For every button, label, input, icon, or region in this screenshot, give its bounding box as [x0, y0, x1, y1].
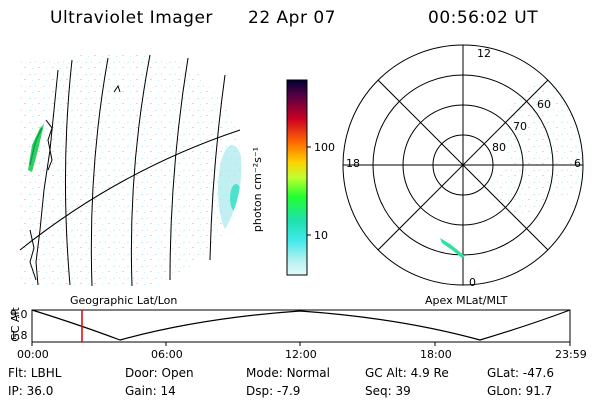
- info-gc-alt: GC Alt: 4.9 Re: [365, 366, 449, 380]
- date-label: 22 Apr 07: [248, 8, 336, 28]
- mlt-label-12: 12: [477, 47, 491, 60]
- time-tick-end: 23:59: [555, 348, 587, 361]
- lat-label-80: 80: [492, 141, 506, 154]
- time-tick-12: 12:00: [285, 348, 317, 361]
- mlt-label-6: 6: [574, 157, 581, 170]
- instrument-title: Ultraviolet Imager: [50, 8, 213, 28]
- info-door: Door: Open: [125, 366, 194, 380]
- colorbar-unit-label: photon cm⁻²s⁻¹: [251, 146, 265, 233]
- info-dsp: Dsp: -7.9: [246, 384, 301, 398]
- time-label: 00:56:02 UT: [428, 8, 539, 28]
- time-tick-0: 00:00: [17, 348, 49, 361]
- info-ip: IP: 36.0: [8, 384, 54, 398]
- lat-label-70: 70: [513, 120, 527, 133]
- colorbar: [286, 79, 308, 276]
- lat-label-60: 60: [537, 98, 551, 111]
- info-gain: Gain: 14: [125, 384, 176, 398]
- mlt-label-18: 18: [346, 157, 360, 170]
- geographic-image: [19, 52, 242, 288]
- info-mode: Mode: Normal: [246, 366, 330, 380]
- polar-plot: [342, 44, 584, 286]
- mlt-label-0: 0: [469, 276, 476, 289]
- time-tick-6: 06:00: [151, 348, 183, 361]
- aurora-blob: [440, 238, 465, 258]
- altitude-plot: [31, 309, 571, 346]
- colorbar-tick-10: 10: [314, 229, 328, 242]
- info-glat: GLat: -47.6: [487, 366, 554, 380]
- time-tick-18: 18:00: [420, 348, 452, 361]
- aurora-streak: [28, 124, 44, 172]
- info-filter: Flt: LBHL: [8, 366, 62, 380]
- altitude-ytick-9: 9.0: [10, 308, 28, 321]
- colorbar-tick-100: 100: [314, 141, 335, 154]
- info-seq: Seq: 39: [365, 384, 411, 398]
- altitude-ytick-1: 1.8: [10, 329, 28, 342]
- polar-caption: Apex MLat/MLT: [425, 294, 508, 307]
- info-glon: GLon: 91.7: [487, 384, 553, 398]
- geo-caption: Geographic Lat/Lon: [70, 294, 178, 307]
